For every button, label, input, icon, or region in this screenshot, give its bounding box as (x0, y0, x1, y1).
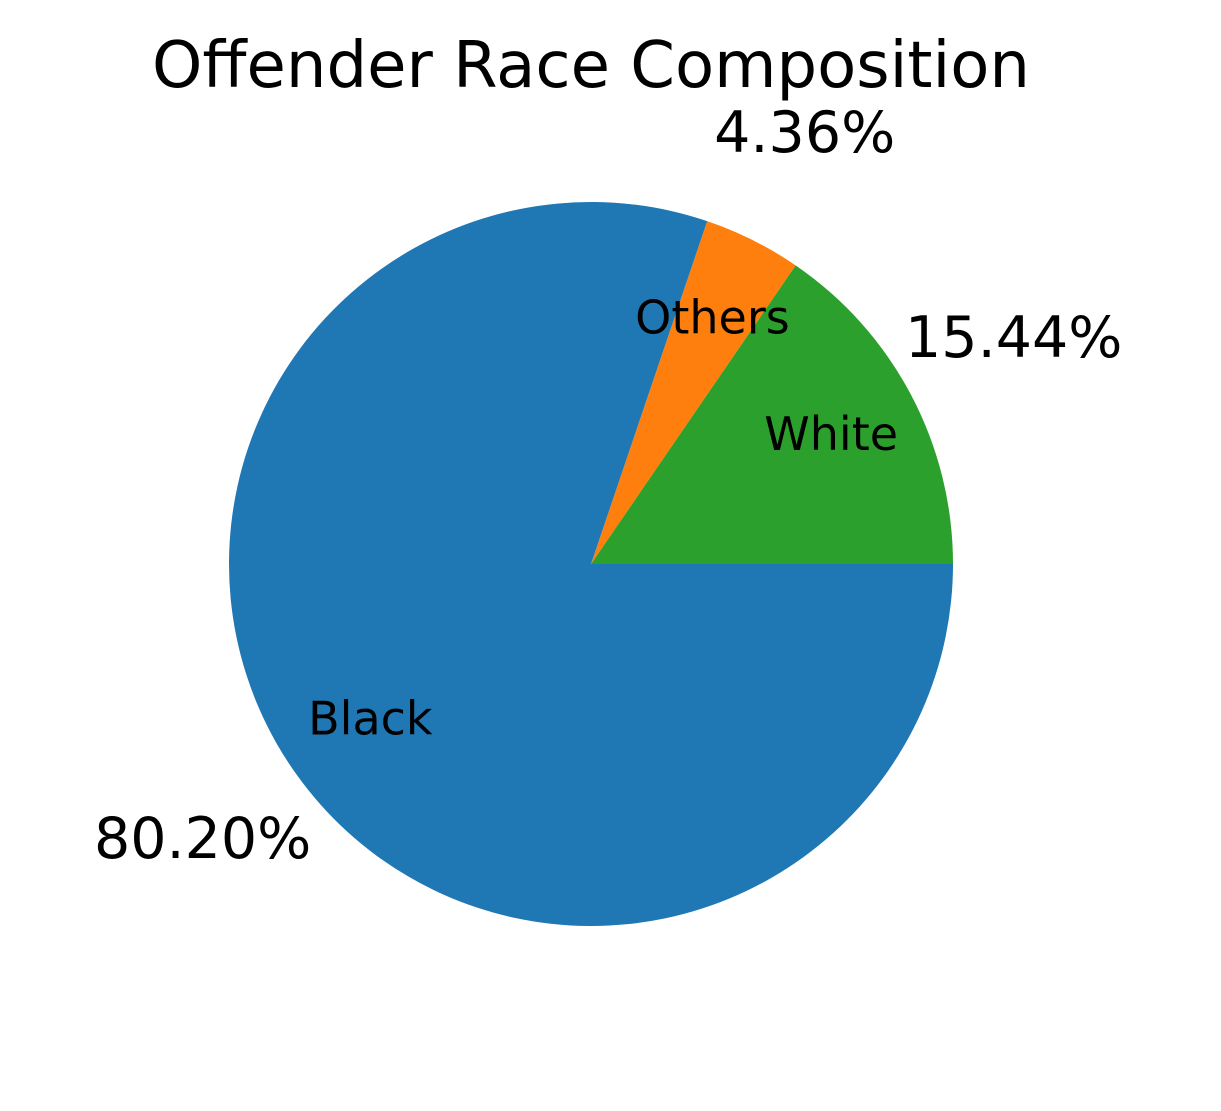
slice-label-black: Black (308, 692, 433, 746)
chart-title: Offender Race Composition (152, 29, 1030, 103)
pie-slice-black (228, 202, 953, 927)
slice-label-white: White (764, 407, 898, 461)
slice-label-others: Others (635, 291, 790, 345)
percent-label-others: 4.36% (714, 100, 895, 166)
percent-label-black: 80.20% (94, 806, 311, 872)
pie-slice-others (591, 221, 796, 564)
pie-slices (228, 202, 953, 927)
pie-slice-white (591, 265, 953, 564)
percent-label-white: 15.44% (905, 305, 1122, 371)
